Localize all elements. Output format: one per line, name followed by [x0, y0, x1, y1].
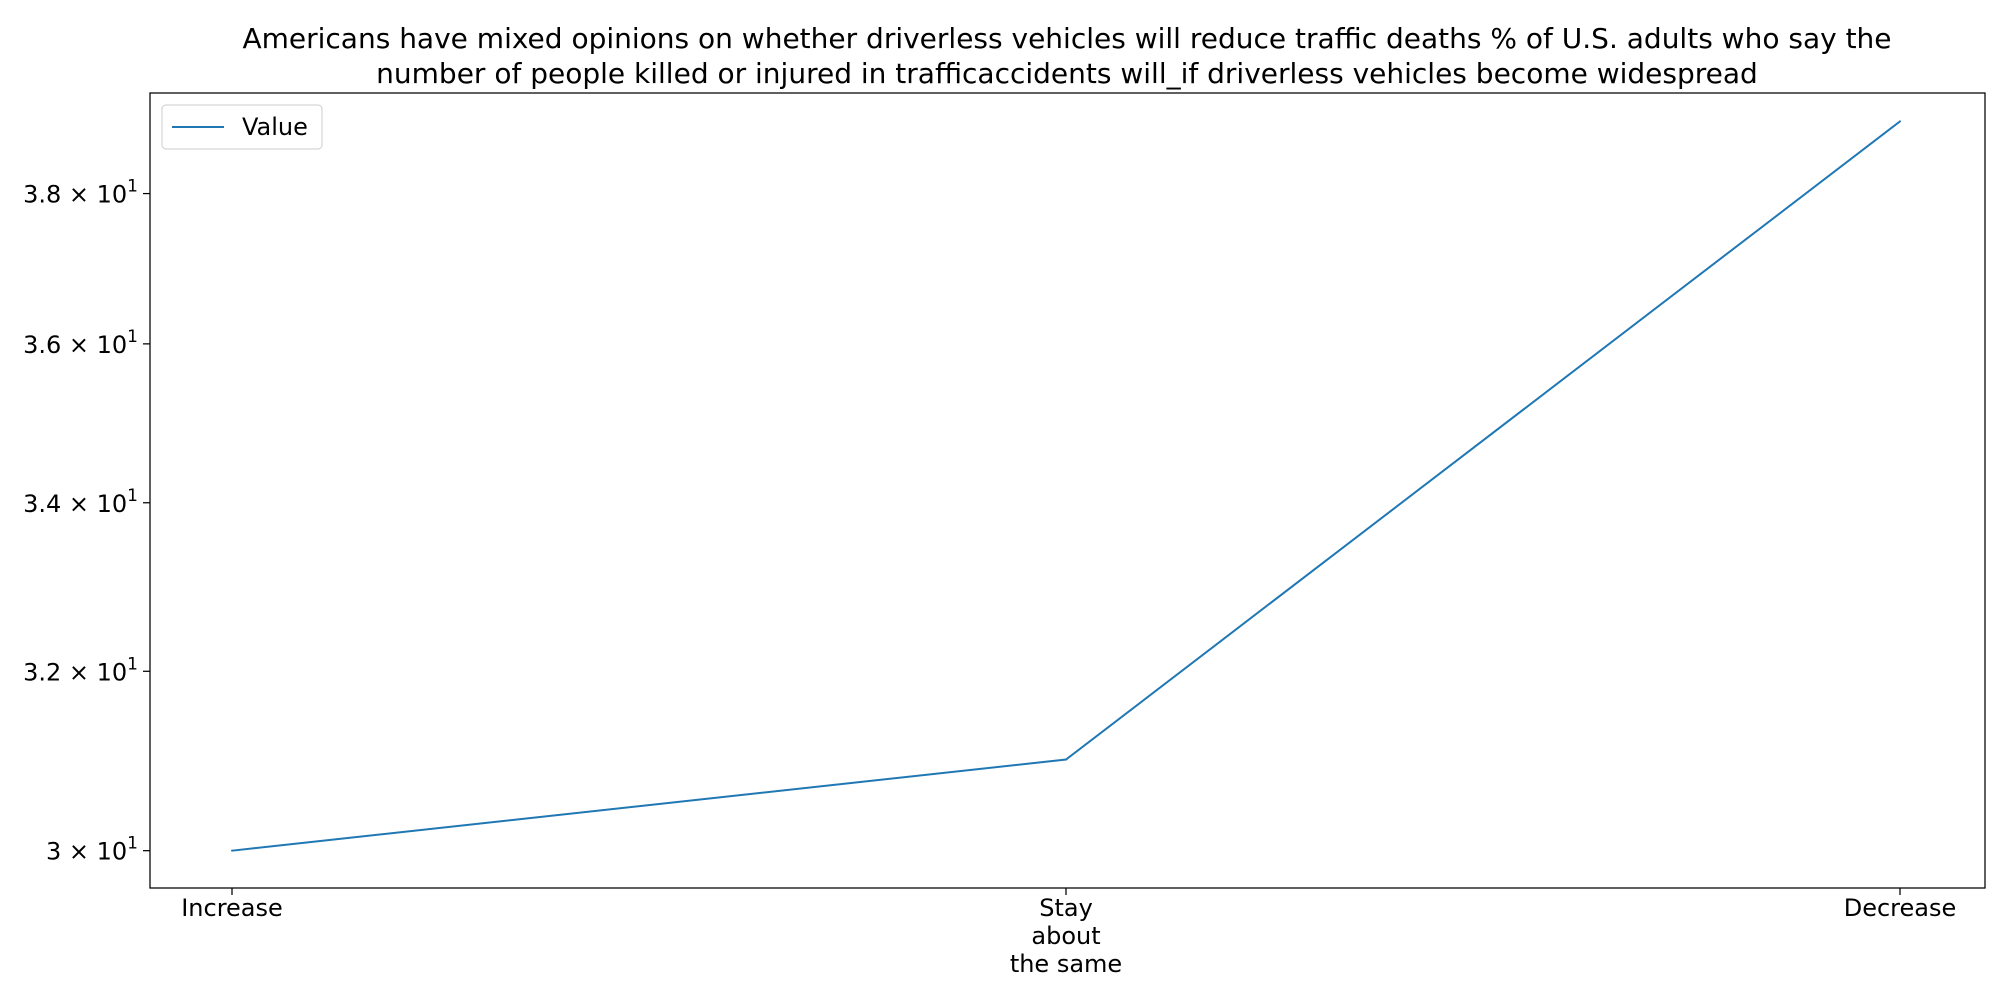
data-point	[1065, 758, 1067, 761]
x-tick-label: Increase	[181, 894, 283, 922]
x-tick-label: Decrease	[1844, 894, 1957, 922]
data-point	[1899, 120, 1901, 123]
y-tick-label: 3.2 × 101	[23, 654, 138, 686]
x-tick-label: Stay about the same	[1010, 894, 1122, 978]
chart-title-line-1: Americans have mixed opinions on whether…	[242, 22, 1891, 55]
y-tick-label: 3.4 × 101	[23, 486, 138, 518]
legend-label: Value	[242, 113, 308, 141]
series-line-value	[231, 120, 1901, 852]
legend-box	[161, 104, 323, 150]
series-layer	[231, 120, 1901, 852]
chart-title-line-2: number of people killed or injured in tr…	[376, 57, 1758, 90]
y-tick-label: 3.6 × 101	[23, 327, 138, 359]
y-tick-label: 3.8 × 101	[23, 177, 138, 209]
plot-frame	[149, 92, 1986, 889]
y-tick-label: 3 × 101	[46, 834, 138, 866]
axes: 3 × 101 3.2 × 101 3.4 × 101 3.6 × 101 3.8 × …	[23, 92, 1986, 978]
data-point	[231, 849, 233, 852]
chart-title: Americans have mixed opinions on whether…	[242, 22, 1891, 90]
legend: Value	[161, 104, 323, 150]
